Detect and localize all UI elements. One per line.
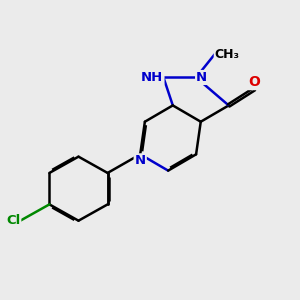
Text: NH: NH: [141, 71, 164, 84]
Text: N: N: [196, 71, 207, 84]
Text: N: N: [135, 154, 146, 167]
Text: O: O: [248, 75, 260, 89]
Text: Cl: Cl: [6, 214, 20, 227]
Text: CH₃: CH₃: [215, 48, 240, 61]
